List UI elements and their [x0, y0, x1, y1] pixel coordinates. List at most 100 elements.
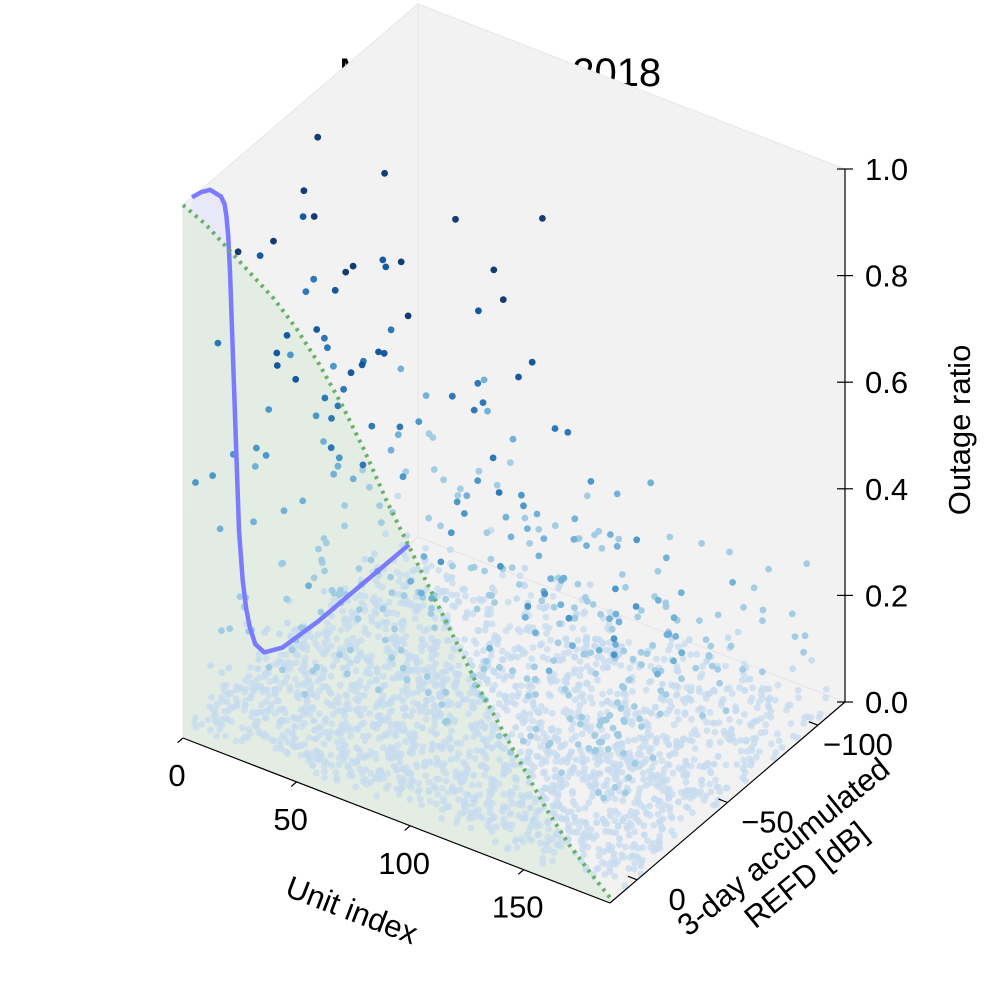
scatter-point	[660, 655, 668, 663]
scatter-point	[500, 761, 508, 769]
scatter-point	[397, 365, 405, 373]
scatter-point	[361, 705, 368, 713]
scatter-point	[428, 677, 436, 685]
scatter-point	[393, 674, 400, 682]
scatter-point	[592, 670, 600, 677]
scatter-point	[687, 651, 695, 659]
scatter-point	[674, 708, 681, 716]
scatter-point	[545, 825, 552, 833]
scatter-point	[800, 719, 808, 727]
scatter-point	[385, 598, 393, 606]
scatter-point	[578, 839, 585, 846]
scatter-point	[656, 751, 663, 758]
scatter-point	[526, 711, 534, 718]
scatter-point	[462, 734, 470, 742]
scatter-point	[365, 631, 372, 638]
scatter-point	[366, 679, 374, 686]
scatter-point	[808, 657, 816, 664]
scatter-point	[218, 669, 226, 676]
scatter-point	[512, 837, 519, 845]
scatter-point	[707, 642, 715, 650]
scatter-point	[216, 525, 224, 533]
scatter-point	[481, 724, 489, 732]
scatter-point	[330, 362, 337, 370]
scatter-point	[339, 664, 347, 672]
scatter-point	[444, 575, 451, 583]
scatter-point	[280, 507, 288, 515]
scatter-point	[553, 677, 560, 685]
scatter-point	[662, 691, 670, 698]
scatter-point	[560, 708, 568, 716]
scatter-point	[626, 664, 634, 672]
scatter-point	[383, 618, 391, 626]
scatter-point	[621, 882, 629, 890]
scatter-point	[376, 596, 383, 604]
scatter-point	[483, 754, 490, 762]
scatter-point	[757, 687, 765, 695]
scatter-point	[507, 654, 514, 662]
scatter-point	[207, 662, 215, 669]
scatter-point	[374, 713, 382, 721]
scatter-point	[241, 733, 249, 741]
scatter-point	[335, 699, 343, 707]
scatter-point	[440, 624, 448, 632]
scatter-point	[515, 373, 522, 381]
scatter-point	[478, 748, 486, 755]
scatter-point	[404, 312, 412, 320]
scatter-point	[301, 668, 309, 675]
scatter-point	[422, 544, 429, 552]
scatter-point	[276, 630, 283, 638]
scatter-point	[707, 769, 715, 777]
scatter-point	[245, 672, 253, 680]
scatter-point	[578, 845, 586, 853]
scatter-point	[305, 734, 313, 742]
scatter-point	[438, 784, 446, 792]
scatter-point	[595, 647, 603, 654]
scatter-point	[437, 558, 445, 566]
scatter-point	[300, 711, 307, 719]
scatter-point	[341, 502, 348, 509]
scatter-point	[569, 642, 576, 650]
scatter-point	[392, 724, 400, 732]
scatter-point	[459, 758, 467, 766]
scatter-point	[255, 656, 262, 663]
scatter-point	[430, 702, 438, 710]
scatter-point	[608, 625, 616, 633]
scatter-point	[593, 819, 600, 826]
scatter-point	[428, 695, 436, 703]
scatter-point	[726, 736, 734, 744]
scatter-point	[399, 473, 407, 481]
scatter-point	[583, 639, 590, 647]
scatter-point	[275, 697, 283, 705]
scatter-point	[495, 780, 503, 788]
scatter-point	[418, 635, 426, 643]
scatter-point	[642, 782, 650, 789]
scatter-point	[340, 385, 347, 393]
scatter-point	[341, 522, 348, 530]
scatter-point	[255, 650, 263, 658]
scatter-point	[688, 730, 696, 738]
scatter-point	[470, 406, 478, 414]
scatter-point	[604, 766, 612, 774]
scatter-point	[714, 666, 722, 673]
scatter-point	[481, 567, 488, 575]
scatter-point	[402, 582, 410, 590]
scatter-point	[510, 799, 517, 807]
scatter-point	[464, 766, 472, 773]
scatter-point	[665, 761, 673, 769]
scatter-point	[706, 780, 713, 788]
scatter-point	[563, 673, 571, 680]
scatter-point	[477, 762, 485, 770]
scatter-point	[557, 758, 565, 766]
scatter-point	[703, 727, 711, 734]
scatter-point	[313, 663, 321, 671]
scatter-point	[379, 692, 387, 699]
scatter-point	[385, 717, 393, 725]
scatter-point	[413, 593, 420, 601]
scatter-point	[388, 654, 396, 662]
scatter-point	[696, 617, 703, 624]
scatter-point	[305, 582, 312, 590]
scatter-point	[570, 536, 578, 543]
scatter-point	[328, 415, 335, 422]
scatter-point	[433, 585, 441, 592]
